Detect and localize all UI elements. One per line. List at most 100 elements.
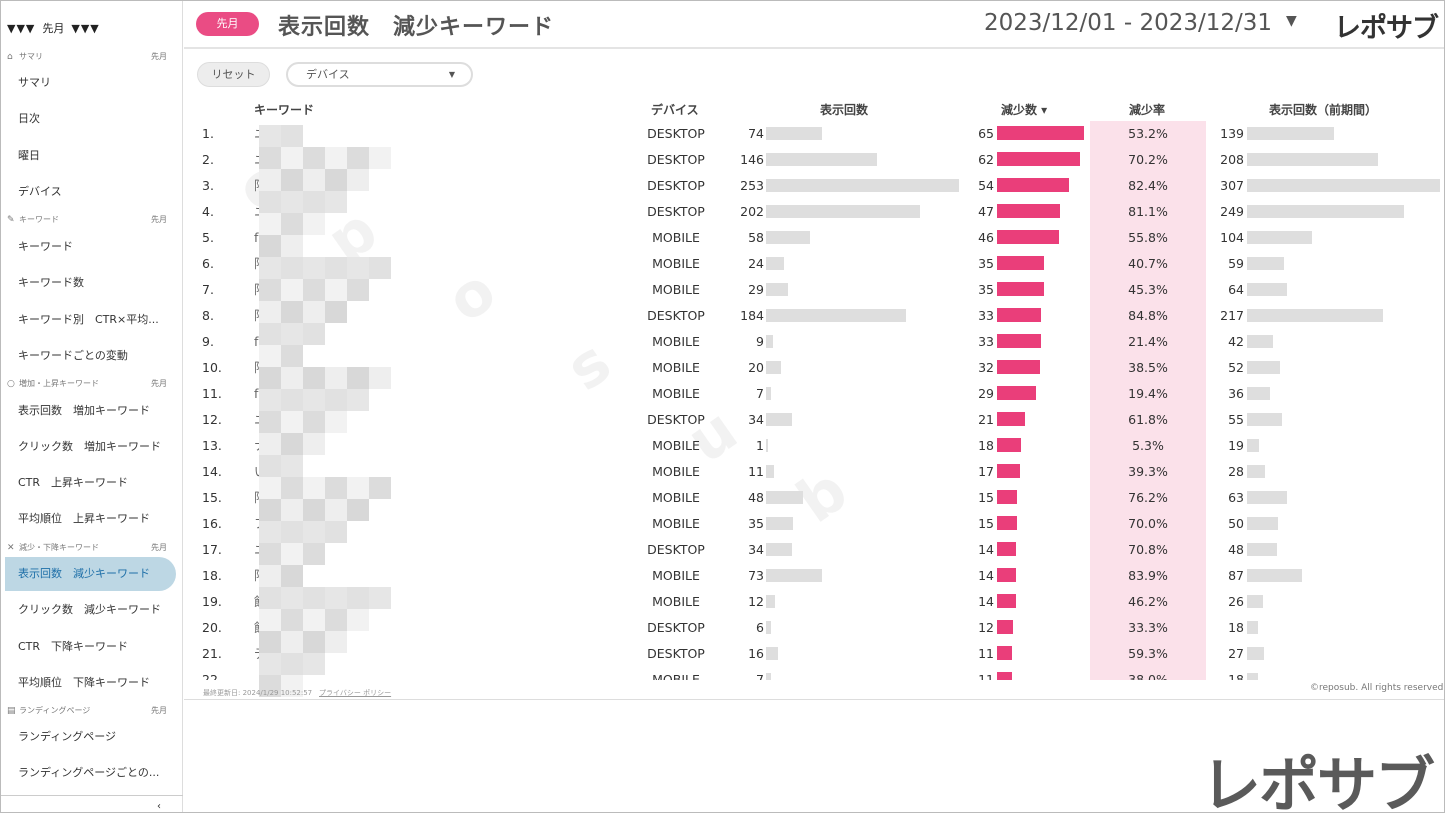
impressions-value: 1: [756, 438, 764, 453]
device-cell: DESKTOP: [647, 178, 705, 193]
sidebar-nav-item[interactable]: キーワード別 CTR×平均...: [18, 313, 159, 326]
table-row[interactable]: 5. f MOBILE 58 46 55.8% 104: [184, 225, 1444, 251]
impressions-bar: [766, 647, 779, 660]
sidebar-nav-item[interactable]: ランディングページ: [18, 730, 117, 743]
column-header-rate[interactable]: 減少率: [1129, 103, 1166, 117]
section-label: ランディングページ: [19, 706, 91, 715]
prev-impressions-bar: [1247, 491, 1287, 504]
table-row[interactable]: 20.館DESKTOP61233.3%18: [184, 615, 1444, 641]
column-header-device[interactable]: デバイス: [651, 103, 699, 117]
decrease-rate-value: 38.5%: [1128, 360, 1168, 375]
table-row[interactable]: 3.限DESKTOP2535482.4%307: [184, 173, 1444, 199]
column-header-impressions[interactable]: 表示回数: [820, 103, 869, 117]
rate-cell-background: [1090, 251, 1206, 277]
row-index: 20.: [202, 620, 222, 635]
sidebar-nav-item[interactable]: 表示回数 減少キーワード: [5, 557, 176, 591]
table-row[interactable]: 19.館MOBILE121446.2%26: [184, 589, 1444, 615]
device-cell: MOBILE: [652, 568, 700, 583]
device-cell: DESKTOP: [647, 308, 705, 323]
sidebar-nav-item[interactable]: デバイス: [18, 185, 62, 198]
mosaic-block: [303, 433, 325, 455]
column-header-keyword[interactable]: キーワード: [254, 103, 315, 117]
sidebar-nav-item[interactable]: キーワード数: [18, 276, 84, 289]
section-period: 先月: [151, 706, 167, 715]
impressions-bar: [766, 595, 776, 608]
prev-impressions-value: 42: [1228, 334, 1244, 349]
period-selector[interactable]: ▼▼▼ 先月 ▼▼▼: [7, 20, 100, 36]
prev-impressions-value: 26: [1228, 594, 1244, 609]
row-index: 19.: [202, 594, 222, 609]
device-cell: DESKTOP: [647, 542, 705, 557]
sidebar-nav-item[interactable]: サマリ: [18, 76, 51, 89]
sidebar-nav-item[interactable]: クリック数 増加キーワード: [18, 440, 161, 453]
mosaic-block: [281, 323, 303, 345]
table-row[interactable]: 21.デDESKTOP161159.3%27: [184, 641, 1444, 667]
sidebar-nav-item[interactable]: キーワードごとの変動: [18, 349, 128, 362]
sidebar-section-header: ✎ キーワード 先月: [7, 214, 167, 228]
mosaic-block: [259, 367, 281, 389]
sidebar-nav-item[interactable]: キーワード: [18, 240, 73, 253]
sidebar-nav-item[interactable]: 曜日: [18, 149, 40, 162]
date-range-picker[interactable]: 2023/12/01 - 2023/12/31: [984, 10, 1273, 36]
sidebar-nav-item[interactable]: 平均順位 下降キーワード: [18, 676, 150, 689]
section-label: 減少・下降キーワード: [19, 543, 99, 552]
prev-impressions-bar: [1247, 595, 1264, 608]
table-row[interactable]: 15.限MOBILE481576.2%63: [184, 485, 1444, 511]
prev-impressions-value: 36: [1228, 386, 1244, 401]
table-row[interactable]: 18.限MOBILE731483.9%87: [184, 563, 1444, 589]
rate-cell-background: [1090, 537, 1206, 563]
table-row[interactable]: 9. f MOBILE 9 33 21.4% 42: [184, 329, 1444, 355]
sidebar-nav-item[interactable]: 表示回数 増加キーワード: [18, 404, 150, 417]
sidebar-nav-item[interactable]: 平均順位 上昇キーワード: [18, 512, 150, 525]
mosaic-block: [347, 169, 369, 191]
table-row[interactable]: 4.ニDESKTOP2024781.1%249: [184, 199, 1444, 225]
sidebar-nav-item[interactable]: CTR 下降キーワード: [18, 640, 129, 653]
sidebar-nav-item[interactable]: CTR 上昇キーワード: [18, 476, 129, 489]
column-header-prev-impressions[interactable]: 表示回数（前期間）: [1269, 103, 1378, 117]
table-row[interactable]: 16.フMOBILE351570.0%50: [184, 511, 1444, 537]
privacy-policy-link[interactable]: プライバシー ポリシー: [319, 689, 392, 697]
mosaic-block: [325, 411, 347, 433]
rate-cell-background: [1090, 225, 1206, 251]
table-row[interactable]: 17.ニDESKTOP341470.8%48: [184, 537, 1444, 563]
sidebar-section-header: ▤ ランディングページ 先月: [7, 705, 167, 719]
impressions-value: 7: [756, 672, 764, 680]
page-icon: ▤: [7, 706, 16, 716]
table-row[interactable]: 12.ニDESKTOP342161.8%55: [184, 407, 1444, 433]
impressions-value: 58: [748, 230, 764, 245]
table-row[interactable]: 8.限DESKTOP1843384.8%217: [184, 303, 1444, 329]
table-row[interactable]: 6.限MOBILE243540.7%59: [184, 251, 1444, 277]
table-row[interactable]: 2.ニDESKTOP1466270.2%208: [184, 147, 1444, 173]
reset-button[interactable]: リセット: [197, 62, 270, 87]
decrease-bar: [997, 256, 1044, 270]
column-header-decrease[interactable]: 減少数 ▾: [1001, 103, 1048, 117]
table-row[interactable]: 13.ナMOBILE1185.3%19: [184, 433, 1444, 459]
collapse-icon[interactable]: ‹: [157, 801, 161, 812]
row-index: 1.: [202, 126, 214, 141]
decrease-rate-value: 53.2%: [1128, 126, 1168, 141]
prev-impressions-value: 52: [1228, 360, 1244, 375]
sidebar-nav-item[interactable]: クリック数 減少キーワード: [18, 603, 161, 616]
device-filter-dropdown[interactable]: デバイス ▼: [286, 62, 473, 87]
chevron-down-icon[interactable]: ▼: [1286, 13, 1297, 29]
keyword-text: f: [254, 386, 259, 401]
table-row[interactable]: 10.限MOBILE203238.5%52: [184, 355, 1444, 381]
row-index: 8.: [202, 308, 214, 323]
decrease-bar: [997, 568, 1016, 582]
mosaic-block: [325, 367, 347, 389]
mosaic-block: [259, 169, 281, 191]
table-row[interactable]: 22. MOBILE 7 11 38.0% 18: [184, 667, 1444, 680]
mosaic-block: [303, 191, 325, 213]
brand-logo-large: レポサブ: [1201, 751, 1435, 813]
keyword-table: キーワード デバイス 表示回数 減少数 ▾ 減少率 表示回数（前期間） 1.ニD…: [184, 97, 1444, 680]
mosaic-block: [347, 609, 369, 631]
sidebar-nav-item[interactable]: ランディングページごとの...: [18, 766, 160, 779]
sidebar-nav-item[interactable]: 日次: [18, 112, 40, 125]
mosaic-block: [281, 543, 303, 565]
mosaic-block: [347, 499, 369, 521]
table-row[interactable]: 1.ニDESKTOP746553.2%139: [184, 121, 1444, 147]
prev-impressions-bar: [1247, 205, 1404, 218]
mosaic-block: [259, 389, 281, 411]
table-row[interactable]: 11. f MOBILE 7 29 19.4% 36: [184, 381, 1444, 407]
device-cell: MOBILE: [652, 230, 700, 245]
